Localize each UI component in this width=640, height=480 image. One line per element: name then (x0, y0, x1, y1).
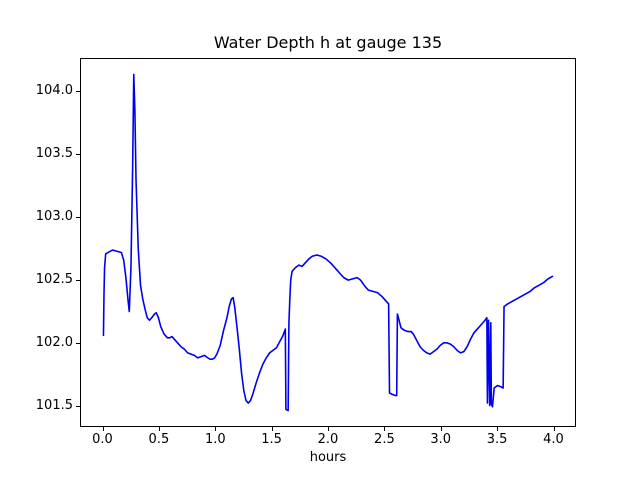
y-tick-label: 103.0 (35, 209, 73, 225)
y-tick-label: 103.5 (35, 145, 73, 161)
x-axis-label: hours (309, 450, 347, 465)
x-tick-label: 1.5 (261, 432, 282, 447)
y-tick-label: 102.5 (35, 272, 73, 288)
x-tick-label: 0.0 (92, 432, 113, 447)
plot-svg (102, 73, 554, 412)
x-tick-mark (215, 427, 217, 431)
x-tick-label: 0.5 (148, 432, 170, 447)
x-tick-label: 3.0 (430, 432, 452, 447)
plot-area (80, 58, 576, 427)
x-tick-label: 1.0 (204, 432, 226, 447)
x-tick-mark (384, 427, 386, 431)
depth-line (102, 73, 554, 412)
x-tick-label: 3.5 (486, 432, 508, 447)
x-tick-label: 4.0 (543, 432, 564, 447)
y-tick-mark (76, 343, 80, 345)
y-tick-mark (76, 280, 80, 282)
x-tick-mark (271, 427, 273, 431)
x-tick-mark (158, 427, 160, 431)
x-tick-mark (497, 427, 499, 431)
x-tick-mark (328, 427, 329, 431)
y-tick-mark (76, 217, 80, 219)
x-tick-label: 2.0 (317, 432, 339, 447)
x-tick-mark (553, 427, 555, 431)
y-tick-mark (76, 91, 80, 93)
y-tick-label: 104.0 (35, 82, 73, 98)
y-tick-mark (76, 154, 80, 156)
x-tick-mark (102, 427, 104, 431)
x-tick-mark (440, 427, 442, 431)
y-tick-label: 101.5 (35, 398, 73, 414)
y-tick-mark (76, 406, 80, 408)
x-tick-label: 2.5 (374, 432, 395, 447)
chart-title: Water Depth h at gauge 135 (213, 33, 443, 52)
y-tick-label: 102.0 (35, 335, 73, 351)
